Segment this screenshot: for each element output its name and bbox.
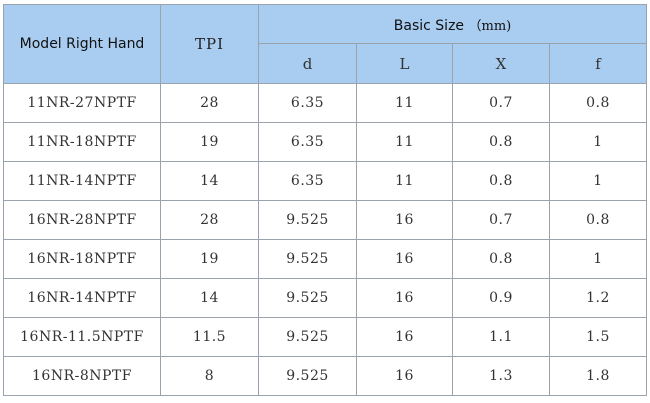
header-l: L [356,43,453,84]
model-cell: 11NR-27NPTF [3,83,161,123]
f-cell: 1 [548,239,648,279]
table-row: 11NR-27NPTF 28 6.35 11 0.7 0.8 [3,83,648,123]
d-cell: 9.525 [258,239,357,279]
x-cell: 0.7 [452,200,550,240]
x-cell: 0.7 [452,83,550,123]
table-row: 16NR-28NPTF 28 9.525 16 0.7 0.8 [3,200,648,240]
model-cell: 16NR-28NPTF [3,200,161,240]
f-cell: 1.5 [548,317,648,357]
d-cell: 9.525 [258,317,357,357]
table-row: 11NR-18NPTF 19 6.35 11 0.8 1 [3,122,648,162]
f-cell: 1 [548,122,648,162]
x-cell: 0.8 [452,239,550,279]
tpi-cell: 11.5 [160,317,259,357]
x-cell: 0.8 [452,122,550,162]
d-cell: 6.35 [258,83,357,123]
f-cell: 1.2 [548,278,648,318]
subheader-row: d L X f [4,43,648,84]
l-cell: 11 [356,83,453,123]
header-f: f [548,43,648,84]
tpi-cell: 19 [160,122,259,162]
model-cell: 16NR-8NPTF [3,356,161,396]
header-tpi: TPI [160,4,259,84]
f-cell: 0.8 [548,200,648,240]
tpi-cell: 28 [160,200,259,240]
tpi-cell: 14 [160,161,259,201]
l-cell: 11 [356,122,453,162]
d-cell: 6.35 [258,122,357,162]
l-cell: 11 [356,161,453,201]
d-cell: 9.525 [258,200,357,240]
l-cell: 16 [356,239,453,279]
d-cell: 6.35 [258,161,357,201]
table-row: 16NR-8NPTF 8 9.525 16 1.3 1.8 [3,356,648,396]
table-row: 16NR-18NPTF 19 9.525 16 0.8 1 [3,239,648,279]
basic-size-label: Basic Size [393,17,465,34]
tpi-cell: 28 [160,83,259,123]
model-cell: 11NR-14NPTF [3,161,161,201]
model-cell: 16NR-11.5NPTF [3,317,161,357]
basic-size-table: Model Right Hand TPI Basic Size （mm) d L… [3,4,648,396]
x-cell: 1.1 [452,317,550,357]
tpi-cell: 8 [160,356,259,396]
table-row: 11NR-14NPTF 14 6.35 11 0.8 1 [3,161,648,201]
header-row: Model Right Hand TPI Basic Size （mm) [3,4,648,84]
l-cell: 16 [356,356,453,396]
header-model: Model Right Hand [3,4,161,84]
table-row: 16NR-11.5NPTF 11.5 9.525 16 1.1 1.5 [3,317,648,357]
header-x: X [452,43,550,84]
model-cell: 16NR-18NPTF [3,239,161,279]
f-cell: 0.8 [548,83,648,123]
l-cell: 16 [356,278,453,318]
model-cell: 16NR-14NPTF [3,278,161,318]
l-cell: 16 [356,200,453,240]
header-d: d [258,43,357,84]
model-cell: 11NR-18NPTF [3,122,161,162]
tpi-cell: 14 [160,278,259,318]
x-cell: 0.8 [452,161,550,201]
l-cell: 16 [356,317,453,357]
tpi-cell: 19 [160,239,259,279]
f-cell: 1.8 [548,356,648,396]
f-cell: 1 [548,161,648,201]
basic-size-unit: （mm) [468,18,512,34]
header-basic-size: Basic Size （mm) [257,4,648,44]
table-body: 11NR-27NPTF 28 6.35 11 0.7 0.8 11NR-18NPTF 19 6.… [3,83,648,396]
d-cell: 9.525 [258,278,357,318]
table-row: 16NR-14NPTF 14 9.525 16 0.9 1.2 [3,278,648,318]
d-cell: 9.525 [258,356,357,396]
x-cell: 0.9 [452,278,550,318]
x-cell: 1.3 [452,356,550,396]
